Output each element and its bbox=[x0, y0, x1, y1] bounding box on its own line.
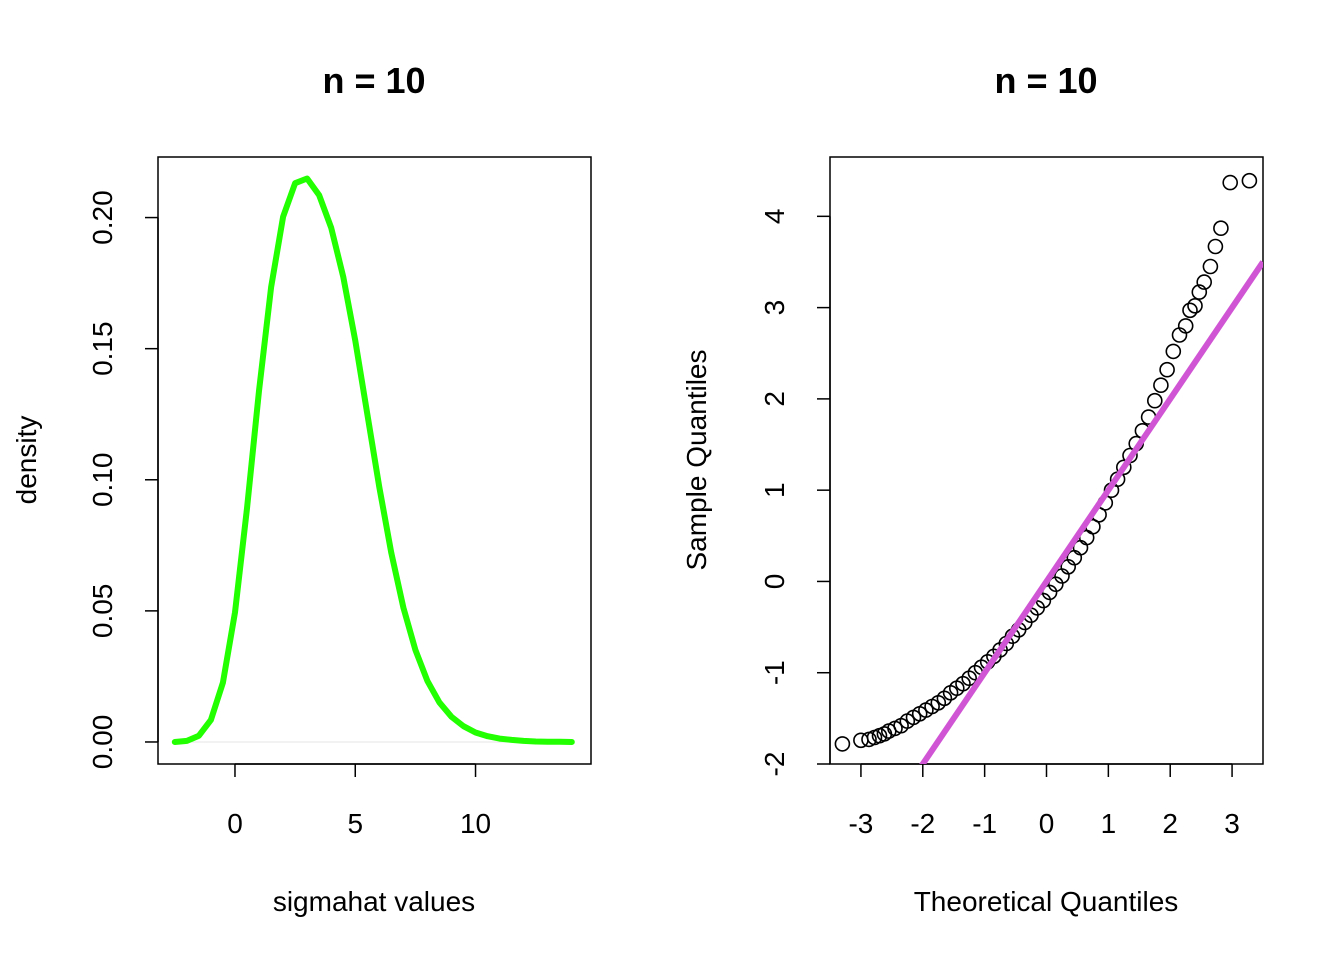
qq-plot-x-tick-label: 1 bbox=[1101, 808, 1117, 839]
qq-point bbox=[1177, 318, 1194, 334]
qq-plot-x-tick-label: -1 bbox=[972, 808, 997, 839]
qq-point bbox=[1153, 377, 1169, 394]
density-plot-marks bbox=[171, 175, 575, 745]
density-plot-x-tick-label: 10 bbox=[460, 808, 491, 839]
qq-plot-x-tick-label: -3 bbox=[848, 808, 873, 839]
density-plot: n = 10 sigmahat values density 0 5 10 0.00… bbox=[11, 60, 592, 917]
qq-point bbox=[1147, 392, 1163, 409]
density-plot-y-tick-label: 0.20 bbox=[87, 190, 118, 245]
qq-plot-y-tick-label: -1 bbox=[759, 660, 790, 685]
qq-point bbox=[1213, 220, 1229, 236]
density-plot-y-axis: 0.00 0.05 0.10 0.15 0.20 bbox=[87, 190, 159, 770]
density-curve bbox=[171, 175, 575, 745]
qq-point bbox=[1202, 258, 1219, 275]
qq-plot-y-tick-label: -2 bbox=[759, 752, 790, 777]
density-plot-y-tick-label: 0.00 bbox=[87, 715, 118, 770]
density-plot-y-tick-label: 0.15 bbox=[87, 321, 118, 376]
density-plot-x-axis-label: sigmahat values bbox=[273, 886, 475, 917]
density-plot-x-tick-label: 0 bbox=[227, 808, 243, 839]
qq-point bbox=[1159, 361, 1175, 378]
qq-plot-marks bbox=[834, 172, 1263, 764]
qq-reference-line bbox=[919, 260, 1263, 764]
qq-plot-y-tick-label: 4 bbox=[759, 209, 790, 225]
density-plot-y-tick-label: 0.10 bbox=[87, 453, 118, 508]
density-plot-x-axis: 0 5 10 bbox=[227, 763, 491, 839]
density-plot-title: n = 10 bbox=[322, 60, 425, 101]
qq-point bbox=[834, 736, 851, 752]
qq-plot-y-axis: -2 -1 0 1 2 3 4 bbox=[759, 209, 831, 777]
qq-plot-x-tick-label: 3 bbox=[1224, 808, 1240, 839]
qq-plot-x-tick-label: 2 bbox=[1162, 808, 1178, 839]
qq-plot-x-tick-label: 0 bbox=[1039, 808, 1055, 839]
qq-points bbox=[834, 172, 1258, 752]
qq-plot-y-tick-label: 2 bbox=[759, 391, 790, 407]
qq-point bbox=[1165, 343, 1182, 360]
qq-point bbox=[1191, 284, 1208, 300]
qq-plot-title: n = 10 bbox=[994, 60, 1097, 101]
qq-plot-x-tick-label: -2 bbox=[910, 808, 935, 839]
density-plot-y-axis-label: density bbox=[11, 416, 42, 505]
qq-plot-y-tick-label: 3 bbox=[759, 300, 790, 316]
qq-point bbox=[1222, 174, 1238, 191]
qq-plot-x-axis-label: Theoretical Quantiles bbox=[914, 886, 1179, 917]
qq-point bbox=[1207, 238, 1224, 255]
density-plot-x-tick-label: 5 bbox=[347, 808, 363, 839]
qq-point bbox=[1182, 302, 1198, 319]
qq-point bbox=[1187, 297, 1203, 314]
qq-plot-y-tick-label: 1 bbox=[759, 482, 790, 498]
qq-plot-x-axis: -3 -2 -1 0 1 2 3 bbox=[848, 763, 1240, 839]
qq-plot-y-axis-label: Sample Quantiles bbox=[681, 349, 712, 570]
qq-point bbox=[1196, 274, 1212, 290]
qq-point bbox=[1241, 172, 1258, 189]
qq-point bbox=[1116, 459, 1132, 476]
qq-plot-y-tick-label: 0 bbox=[759, 574, 790, 590]
density-plot-y-tick-label: 0.05 bbox=[87, 584, 118, 639]
qq-plot: n = 10 Theoretical Quantiles Sample Quan… bbox=[681, 60, 1264, 917]
